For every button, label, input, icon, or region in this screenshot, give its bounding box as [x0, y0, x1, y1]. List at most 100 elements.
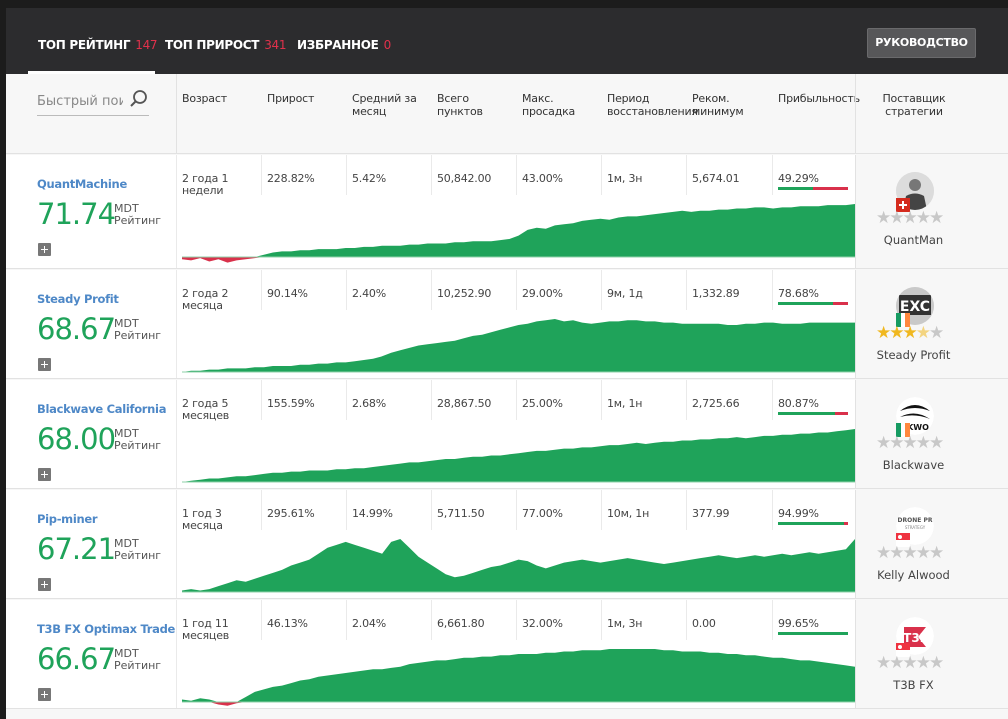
swiss-flag-icon [896, 197, 910, 212]
column-divider [261, 600, 262, 640]
monthly-value: 2.68% [352, 397, 386, 410]
tab-label: ИЗБРАННОЕ [297, 38, 379, 52]
provider-cell: T3B ★★★★★ T3B FX [855, 600, 1008, 708]
column-divider [601, 490, 602, 530]
equity-area-positive [182, 649, 855, 702]
rating-label: MDT Рейтинг [114, 202, 162, 227]
provider-name[interactable]: T3B FX [893, 678, 934, 692]
column-divider [772, 490, 773, 530]
age-value: 1 год 3 месяца [182, 507, 223, 532]
column-divider [431, 155, 432, 195]
strategy-row: Pip-miner 67.21 MDT Рейтинг 1 год 3 месяца 29… [6, 490, 1008, 599]
star-icon: ★ [929, 653, 944, 673]
profitability-bar [778, 632, 848, 635]
rating-value: 68.00 [37, 422, 116, 456]
table-header: Возраст Прирост Средний за месяц Всего п… [6, 74, 1008, 154]
monthly-value: 2.40% [352, 287, 386, 300]
profitability-bar-fill [778, 412, 835, 415]
equity-chart [182, 539, 855, 593]
column-header-min[interactable]: Реком. минимум [692, 92, 744, 118]
svg-text:DRONE PR: DRONE PR [898, 517, 933, 524]
star-icon: ★ [915, 543, 931, 563]
column-header-drawdown[interactable]: Макс. просадка [522, 92, 576, 118]
provider-name[interactable]: QuantMan [883, 233, 944, 247]
guide-button[interactable]: РУКОВОДСТВО [867, 28, 976, 58]
star-icon: ★ [929, 323, 944, 343]
tab-top-rating[interactable]: ТОП РЕЙТИНГ 147 [38, 38, 158, 52]
growth-value: 295.61% [267, 507, 315, 520]
equity-area-positive [182, 319, 855, 372]
svg-text:STRATEGY: STRATEGY [905, 525, 926, 530]
search-input[interactable] [37, 90, 123, 112]
age-value: 1 год 11 месяцев [182, 617, 230, 642]
provider-name[interactable]: Blackwave [882, 458, 945, 472]
strategy-row: Blackwave California 68.00 MDT Рейтинг 2 год… [6, 380, 1008, 489]
recovery-value: 1м, 3н [607, 172, 643, 185]
star-icon: ★ [915, 653, 931, 673]
add-to-favorites-icon[interactable] [38, 578, 51, 591]
strategy-row: Steady Profit 68.67 MDT Рейтинг 2 года 2 мес… [6, 270, 1008, 379]
column-divider [516, 490, 517, 530]
strategy-name-link[interactable]: Steady Profit [37, 292, 119, 306]
column-divider [686, 380, 687, 420]
profitability-bar-fill [778, 522, 845, 525]
strategy-name-link[interactable]: T3B FX Optimax Trade [37, 622, 175, 636]
strategy-name-link[interactable]: QuantMachine [37, 177, 127, 191]
column-header-provider[interactable]: Поставщик стратегии [882, 92, 946, 118]
column-header-growth[interactable]: Прирост [267, 92, 315, 105]
search-icon[interactable] [129, 88, 149, 110]
provider-name[interactable]: Steady Profit [876, 348, 951, 362]
equity-area-negative [182, 257, 855, 263]
add-to-favorites-icon[interactable] [38, 358, 51, 371]
tab-top-growth[interactable]: ТОП ПРИРОСТ 341 [165, 38, 287, 52]
svg-text:KWO: KWO [907, 423, 929, 432]
column-divider [601, 270, 602, 310]
profitability-bar [778, 412, 848, 415]
rating-stars: ★★★★★ [876, 323, 956, 343]
tab-favorites[interactable]: ИЗБРАННОЕ 0 [297, 38, 391, 52]
min-deposit-value: 377.99 [692, 507, 730, 520]
provider-name[interactable]: Kelly Alwood [877, 568, 950, 582]
profitability-value: 49.29% [778, 172, 819, 185]
strategy-name-link[interactable]: Pip-miner [37, 512, 98, 526]
profitability-bar [778, 187, 848, 190]
star-icon: ★ [915, 323, 931, 343]
column-header-monthly[interactable]: Средний за месяц [352, 92, 417, 118]
profitability-value: 94.99% [778, 507, 819, 520]
column-header-recovery[interactable]: Период восстановления [607, 92, 698, 118]
column-divider [176, 270, 177, 378]
star-icon: ★ [889, 323, 904, 343]
column-header-age[interactable]: Возраст [182, 92, 227, 105]
add-to-favorites-icon[interactable] [38, 243, 51, 256]
column-divider [772, 600, 773, 640]
column-divider [176, 74, 177, 154]
column-header-profitability[interactable]: Прибыльность [778, 92, 860, 105]
column-header-pips[interactable]: Всего пунктов [437, 92, 483, 118]
column-divider [176, 490, 177, 598]
equity-chart [182, 319, 855, 373]
column-divider [686, 490, 687, 530]
column-divider [261, 380, 262, 420]
profitability-bar-fill [778, 302, 834, 305]
equity-area-positive [182, 204, 855, 257]
growth-value: 46.13% [267, 617, 308, 630]
rating-label: MDT Рейтинг [114, 537, 162, 562]
person-avatar-icon[interactable] [896, 172, 934, 210]
column-divider [772, 270, 773, 310]
profitability-bar [778, 522, 848, 525]
profitability-bar [778, 302, 848, 305]
strategy-name-link[interactable]: Blackwave California [37, 402, 167, 416]
rating-stars: ★★★★★ [876, 210, 956, 227]
equity-chart [182, 429, 855, 483]
column-divider [431, 490, 432, 530]
rating-label: MDT Рейтинг [114, 647, 162, 672]
star-icon: ★ [889, 653, 904, 673]
min-deposit-value: 2,725.66 [692, 397, 740, 410]
add-to-favorites-icon[interactable] [38, 468, 51, 481]
add-to-favorites-icon[interactable] [38, 688, 51, 701]
star-icon: ★ [876, 433, 891, 453]
equity-area-positive [182, 429, 855, 482]
star-icon: ★ [915, 433, 931, 453]
star-icon: ★ [889, 433, 904, 453]
recovery-value: 1м, 1н [607, 397, 643, 410]
